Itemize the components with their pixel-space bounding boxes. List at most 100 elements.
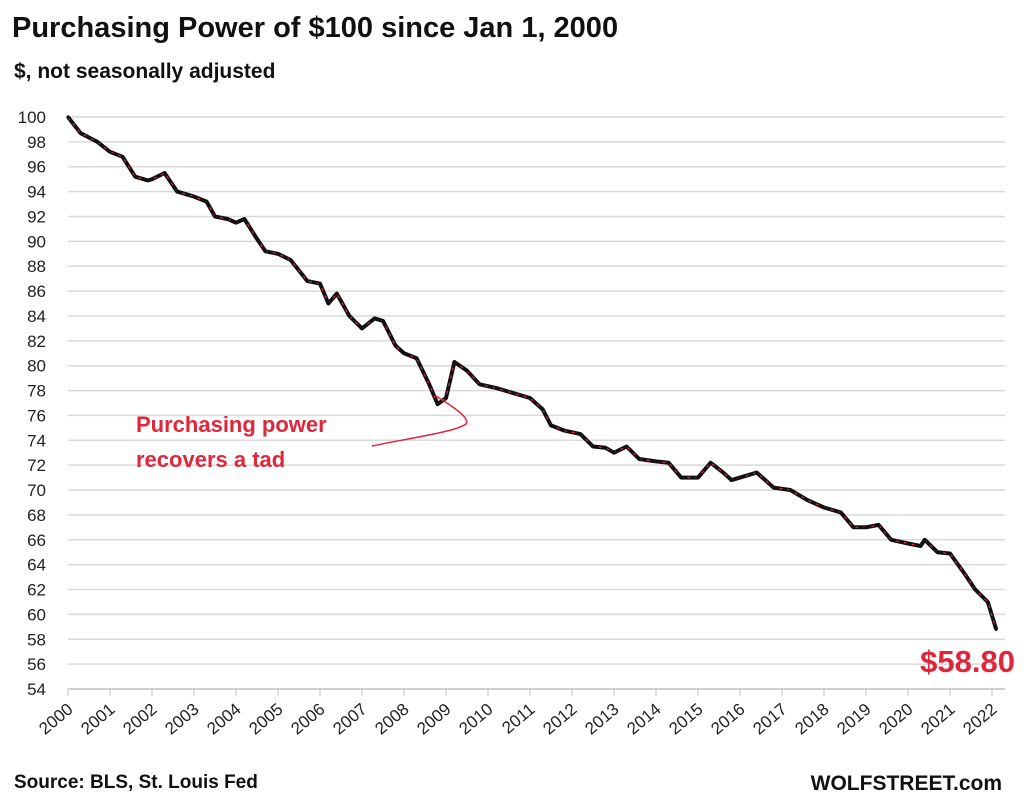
- data-point: [402, 351, 406, 355]
- y-tick-label: 74: [27, 431, 46, 450]
- annotation-recovery: Purchasing power recovers a tad: [136, 395, 468, 472]
- data-point: [667, 461, 671, 465]
- annotation-line-1: Purchasing power: [136, 412, 327, 437]
- data-point: [788, 488, 793, 492]
- data-point: [146, 178, 150, 183]
- data-point: [95, 140, 99, 144]
- y-tick-label: 90: [27, 232, 46, 251]
- series-line-red: [67, 116, 997, 630]
- x-tick-label: 2010: [455, 700, 496, 739]
- y-tick-label: 96: [27, 158, 46, 177]
- y-tick-label: 68: [27, 506, 46, 525]
- data-point: [175, 190, 179, 194]
- y-tick-label: 94: [27, 183, 46, 202]
- data-point: [427, 382, 431, 386]
- data-point: [637, 457, 641, 461]
- data-point: [528, 396, 532, 400]
- data-point: [541, 407, 545, 411]
- data-point: [906, 541, 910, 546]
- series-line-dark: [66, 115, 999, 630]
- data-point: [961, 569, 965, 573]
- data-point: [255, 237, 259, 241]
- data-point: [755, 471, 759, 475]
- data-point: [549, 423, 553, 427]
- end-value-label: $58.80: [920, 644, 1015, 679]
- x-tick-label: 2002: [119, 700, 160, 739]
- y-tick-label: 66: [27, 531, 46, 550]
- data-point: [347, 314, 351, 318]
- data-point: [730, 478, 734, 482]
- chart-title: Purchasing Power of $100 since Jan 1, 20…: [12, 12, 619, 44]
- y-tick-label: 86: [27, 282, 46, 301]
- y-tick-label: 84: [27, 307, 46, 326]
- data-point: [721, 471, 725, 475]
- x-tick-label: 2012: [539, 700, 580, 739]
- data-point: [242, 217, 246, 221]
- series-line: [66, 115, 999, 631]
- data-point: [679, 476, 683, 480]
- data-point: [305, 279, 309, 283]
- y-tick-label: 88: [27, 257, 46, 276]
- y-tick-label: 76: [27, 406, 46, 425]
- data-point: [318, 282, 322, 286]
- data-point: [923, 538, 927, 542]
- x-tick-label: 2020: [875, 700, 916, 739]
- data-point: [465, 369, 469, 373]
- data-point: [66, 115, 70, 119]
- data-point: [192, 194, 196, 199]
- y-tick-label: 72: [27, 456, 46, 475]
- data-point: [436, 402, 440, 406]
- data-point: [276, 252, 280, 256]
- x-tick-label: 2018: [791, 700, 832, 739]
- x-tick-label: 2005: [245, 700, 286, 739]
- data-point: [121, 155, 125, 159]
- data-point: [335, 291, 339, 296]
- y-tick-label: 64: [27, 556, 46, 575]
- data-point: [994, 627, 998, 631]
- y-tick-label: 60: [27, 605, 46, 624]
- x-tick-label: 2006: [287, 700, 328, 739]
- y-tick-label: 56: [27, 655, 46, 674]
- brand-label: WOLFSTREET.com: [810, 772, 1002, 795]
- source-note: Source: BLS, St. Louis Fed: [14, 772, 258, 793]
- chart-subtitle: $, not seasonally adjusted: [14, 60, 276, 83]
- x-tick-label: 2013: [581, 700, 622, 739]
- data-point: [289, 258, 293, 262]
- data-point: [213, 214, 217, 219]
- data-point: [822, 505, 826, 510]
- data-point: [494, 386, 498, 390]
- data-point: [205, 199, 209, 204]
- annotation-line-2: recovers a tad: [136, 447, 285, 472]
- data-point: [919, 544, 923, 548]
- data-point: [877, 523, 881, 527]
- x-tick-label: 2016: [707, 700, 748, 739]
- data-point: [625, 444, 629, 449]
- y-tick-label: 54: [27, 680, 46, 699]
- x-tick-label: 2011: [498, 700, 538, 738]
- data-point: [612, 451, 616, 455]
- x-tick-label: 2022: [959, 700, 1000, 739]
- y-tick-label: 100: [18, 108, 46, 127]
- data-point: [150, 177, 154, 181]
- data-point: [654, 459, 658, 464]
- x-tick-label: 2004: [203, 700, 244, 739]
- y-axis-ticks: 54 56 58 60 62 64 66 68 70 72 74 76 78 80 82 84 86 88 90 92…: [18, 108, 46, 699]
- x-tick-label: 2015: [665, 700, 706, 739]
- y-tick-label: 78: [27, 382, 46, 401]
- x-tick-label: 2001: [77, 700, 118, 739]
- data-point: [578, 432, 583, 436]
- data-point: [263, 249, 267, 253]
- x-tick-label: 2017: [749, 700, 790, 739]
- data-point: [738, 476, 742, 480]
- data-point: [935, 550, 940, 554]
- data-point: [234, 221, 238, 225]
- data-point: [709, 461, 713, 465]
- data-point: [163, 171, 167, 175]
- data-point: [562, 428, 566, 432]
- data-point: [889, 538, 893, 542]
- data-point: [864, 525, 868, 529]
- y-tick-label: 62: [27, 581, 46, 600]
- y-tick-label: 70: [27, 481, 46, 500]
- data-point: [772, 485, 776, 490]
- y-tick-label: 92: [27, 207, 46, 226]
